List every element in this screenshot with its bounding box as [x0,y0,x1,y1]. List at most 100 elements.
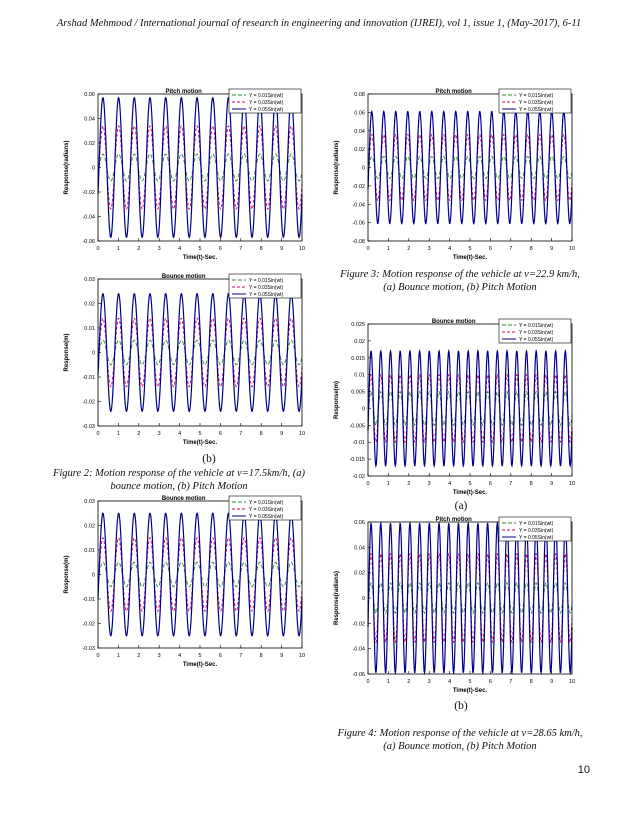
y-tick-label: -0.02 [82,190,95,196]
legend-entry-3: Y = 0.05Sin(wt) [249,107,284,113]
y-tick-label: -0.06 [352,221,365,227]
x-tick-label: 5 [468,481,471,487]
legend: Y = 0.01Sin(wt)Y = 0.03Sin(wt)Y = 0.05Si… [498,516,572,542]
x-tick-label: 5 [198,246,201,252]
y-tick-label: 0.02 [84,302,95,308]
x-tick-label: 1 [387,246,390,252]
y-tick-label: 0 [92,573,95,579]
y-tick-label: 0 [92,351,95,357]
fig2-panel-label: (b) [202,453,216,465]
legend-entry-1: Y = 0.01Sin(wt) [249,500,284,506]
chart-fig2a-bounce: 0 1 2 3 4 5 6 7 8 9 10 -0.03 -0.02 -0.01 0 0.01 0.02 0.03… [60,273,310,448]
y-tick-label: 0.02 [84,141,95,147]
legend-entry-3: Y = 0.05Sin(wt) [249,292,284,298]
y-tick-label: -0.08 [352,239,365,245]
chart-title: Pitch motion [436,517,473,523]
y-tick-label: 0 [362,596,365,602]
y-tick-label: -0.04 [352,202,365,208]
y-tick-label: 0 [92,166,95,172]
y-tick-label: 0 [362,406,365,412]
chart-svg: 0 1 2 3 4 5 6 7 8 9 10 -0.06 -0.04 -0.02 0 0.02 0.04 0.06… [334,516,575,694]
x-tick-label: 2 [137,246,140,252]
chart-fig4a-bounce: 0 1 2 3 4 5 6 7 8 9 10 -0.02 -0.015 -0.01 -0.005 0 0.005… [330,318,580,498]
x-tick-label: 5 [198,653,201,659]
series-group [367,348,573,468]
y-tick-label: 0.005 [351,390,365,396]
y-tick-label: 0.02 [354,339,365,345]
chart-title: Pitch motion [436,89,473,95]
legend-entry-3: Y = 0.05Sin(wt) [519,337,554,343]
chart-fig4b-pitch: 0 1 2 3 4 5 6 7 8 9 10 -0.06 -0.04 -0.02 0 0.02 0.04 0.06… [330,516,580,696]
x-tick-label: 2 [407,481,410,487]
chart-svg: 0 1 2 3 4 5 6 7 8 9 10 -0.08 -0.06 -0.04 -0.02 0 0.02 0.0… [334,88,575,261]
x-tick-label: 4 [448,679,451,685]
x-tick-label: 5 [468,246,471,252]
y-tick-label: -0.01 [82,375,95,381]
y-tick-label: 0.02 [354,147,365,153]
x-tick-label: 8 [530,679,533,685]
x-tick-label: 2 [137,431,140,437]
x-axis-label: Time(t)-Sec. [183,662,218,668]
chart-title: Bounce motion [162,496,206,502]
y-tick-label: 0.06 [354,520,365,526]
y-tick-label: 0.06 [354,110,365,116]
x-tick-label: 10 [569,246,575,252]
x-tick-label: 6 [489,481,492,487]
series-line-3 [97,512,303,637]
x-tick-label: 3 [158,431,161,437]
y-tick-label: 0.01 [354,373,365,379]
series-group [367,520,573,676]
fig2-caption-line2: bounce motion, (b) Pitch Motion [110,481,248,492]
chart-svg: 0 1 2 3 4 5 6 7 8 9 10 -0.03 -0.02 -0.01 0 0.01 0.02 0.03… [64,495,305,668]
y-axis-label: Response(radians) [334,140,340,194]
fig3-caption-line1: Figure 3: Motion response of the vehicle… [340,269,580,280]
x-tick-label: 2 [407,679,410,685]
legend-entry-1: Y = 0.01Sin(wt) [249,93,284,99]
y-tick-label: -0.06 [82,239,95,245]
chart-fig3b-pitch: 0 1 2 3 4 5 6 7 8 9 10 -0.08 -0.06 -0.04 -0.02 0 0.02 0.0… [330,88,580,263]
x-tick-label: 3 [428,481,431,487]
x-tick-label: 4 [178,246,181,252]
x-tick-label: 1 [117,246,120,252]
legend-entry-2: Y = 0.03Sin(wt) [519,528,554,534]
series-line-1 [367,155,573,180]
x-tick-label: 1 [387,481,390,487]
x-tick-label: 6 [219,246,222,252]
y-tick-label: -0.02 [352,474,365,480]
x-tick-label: 10 [299,246,305,252]
legend-entry-1: Y = 0.01Sin(wt) [519,521,554,527]
y-tick-label: -0.02 [352,184,365,190]
x-tick-label: 10 [569,679,575,685]
x-tick-label: 7 [509,679,512,685]
y-tick-label: 0.02 [354,571,365,577]
y-tick-label: -0.04 [82,215,95,221]
fig2-caption: Figure 2: Motion response of the vehicle… [44,467,314,493]
y-tick-label: 0.03 [84,499,95,505]
fig3-caption: Figure 3: Motion response of the vehicle… [330,268,590,294]
x-tick-label: 3 [158,246,161,252]
x-tick-label: 3 [158,653,161,659]
fig4a-panel-label: (a) [454,500,468,512]
x-tick-label: 9 [280,246,283,252]
legend-entry-2: Y = 0.03Sin(wt) [249,507,284,513]
y-tick-label: 0.04 [354,129,365,135]
x-axis-label: Time(t)-Sec. [453,490,488,496]
x-tick-label: 4 [448,481,451,487]
series-line-3 [97,96,303,239]
legend: Y = 0.01Sin(wt)Y = 0.03Sin(wt)Y = 0.05Si… [228,88,302,114]
y-tick-label: 0.025 [351,322,365,328]
series-group [367,110,573,225]
chart-title: Pitch motion [166,89,203,95]
x-tick-label: 1 [387,679,390,685]
x-tick-label: 1 [117,431,120,437]
series-line-3 [97,292,303,413]
y-axis-label: Response(radians) [64,140,70,194]
y-tick-label: -0.015 [349,457,365,463]
x-tick-label: 10 [299,653,305,659]
y-tick-label: 0 [362,166,365,172]
legend-entry-2: Y = 0.03Sin(wt) [249,100,284,106]
x-tick-label: 6 [489,246,492,252]
fig4-caption: Figure 4: Motion response of the vehicle… [330,727,590,753]
series-line-3 [367,110,573,225]
legend: Y = 0.01Sin(wt)Y = 0.03Sin(wt)Y = 0.05Si… [498,318,572,344]
